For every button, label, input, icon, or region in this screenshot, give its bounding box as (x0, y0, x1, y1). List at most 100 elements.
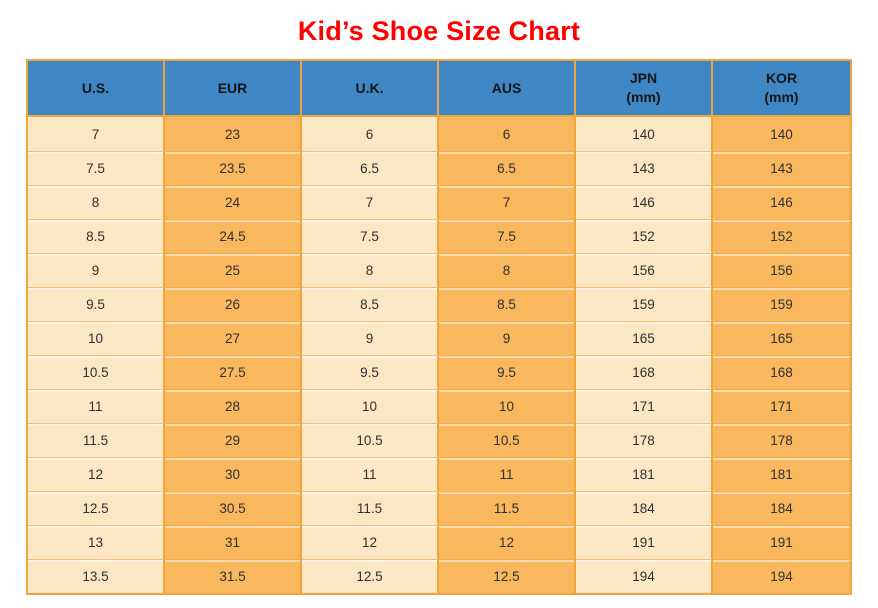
table-cell-aus: 10.5 (439, 423, 576, 457)
column-header-jpn: JPN (mm) (576, 61, 713, 117)
column-unit: (mm) (626, 89, 661, 105)
table-cell-kor: 143 (713, 151, 850, 185)
table-row: 12 30 11 11 181 181 (28, 457, 850, 491)
table-cell-us: 12 (28, 457, 165, 491)
table-cell-eur: 31.5 (165, 559, 302, 593)
table-cell-eur: 26 (165, 287, 302, 321)
page-title: Kid’s Shoe Size Chart (297, 16, 581, 46)
table-cell-kor: 194 (713, 559, 850, 593)
table-cell-kor: 171 (713, 389, 850, 423)
table-row: 9 25 8 8 156 156 (28, 253, 850, 287)
table-row: 11 28 10 10 171 171 (28, 389, 850, 423)
table-cell-uk: 7 (302, 185, 439, 219)
table-cell-us: 11 (28, 389, 165, 423)
table-cell-uk: 9 (302, 321, 439, 355)
table-cell-jpn: 146 (576, 185, 713, 219)
table-cell-jpn: 152 (576, 219, 713, 253)
table-cell-us: 8.5 (28, 219, 165, 253)
table-row: 8.5 24.5 7.5 7.5 152 152 (28, 219, 850, 253)
table-cell-eur: 30 (165, 457, 302, 491)
table-cell-jpn: 178 (576, 423, 713, 457)
column-unit: (mm) (764, 89, 799, 105)
table-cell-aus: 12.5 (439, 559, 576, 593)
column-label: EUR (217, 79, 248, 96)
table-cell-aus: 9 (439, 321, 576, 355)
column-label: AUS (491, 79, 522, 96)
table-cell-eur: 31 (165, 525, 302, 559)
table-row: 10.5 27.5 9.5 9.5 168 168 (28, 355, 850, 389)
table-cell-eur: 30.5 (165, 491, 302, 525)
table-cell-eur: 24 (165, 185, 302, 219)
table-cell-aus: 8 (439, 253, 576, 287)
table-cell-us: 9.5 (28, 287, 165, 321)
table-cell-eur: 24.5 (165, 219, 302, 253)
table-cell-uk: 8 (302, 253, 439, 287)
table-cell-aus: 9.5 (439, 355, 576, 389)
table-cell-uk: 11 (302, 457, 439, 491)
table-cell-us: 13 (28, 525, 165, 559)
table-row: 7 23 6 6 140 140 (28, 117, 850, 151)
table-cell-aus: 7 (439, 185, 576, 219)
table-cell-us: 9 (28, 253, 165, 287)
table-cell-uk: 12 (302, 525, 439, 559)
table-row: 8 24 7 7 146 146 (28, 185, 850, 219)
table-cell-jpn: 181 (576, 457, 713, 491)
table-cell-us: 8 (28, 185, 165, 219)
table-cell-us: 10.5 (28, 355, 165, 389)
table-cell-us: 13.5 (28, 559, 165, 593)
column-label: U.K. (355, 79, 384, 96)
table-cell-us: 7.5 (28, 151, 165, 185)
table-row: 13 31 12 12 191 191 (28, 525, 850, 559)
table-cell-aus: 6.5 (439, 151, 576, 185)
size-chart-table: U.S. EUR U.K. AUS JPN (mm) KOR (mm) 7 23 6 6 140 140… (26, 59, 852, 595)
table-cell-kor: 181 (713, 457, 850, 491)
table-row: 12.5 30.5 11.5 11.5 184 184 (28, 491, 850, 525)
table-body: 7 23 6 6 140 140 7.5 23.5 6.5 6.5 143 143 8 24 7 7 146 14… (28, 117, 850, 593)
table-cell-uk: 6 (302, 117, 439, 151)
table-cell-jpn: 168 (576, 355, 713, 389)
table-cell-aus: 7.5 (439, 219, 576, 253)
table-cell-eur: 27 (165, 321, 302, 355)
table-cell-us: 7 (28, 117, 165, 151)
page: Kid’s Shoe Size Chart U.S. EUR U.K. AUS JPN (… (0, 16, 878, 608)
table-cell-uk: 10 (302, 389, 439, 423)
table-row: 11.5 29 10.5 10.5 178 178 (28, 423, 850, 457)
table-cell-uk: 8.5 (302, 287, 439, 321)
table-cell-kor: 152 (713, 219, 850, 253)
table-row: 13.5 31.5 12.5 12.5 194 194 (28, 559, 850, 593)
table-row: 9.5 26 8.5 8.5 159 159 (28, 287, 850, 321)
table-cell-us: 10 (28, 321, 165, 355)
column-label: JPN (629, 70, 658, 87)
table-cell-uk: 6.5 (302, 151, 439, 185)
table-cell-kor: 140 (713, 117, 850, 151)
table-cell-kor: 165 (713, 321, 850, 355)
table-cell-eur: 23 (165, 117, 302, 151)
table-cell-eur: 28 (165, 389, 302, 423)
table-cell-kor: 168 (713, 355, 850, 389)
table-cell-eur: 27.5 (165, 355, 302, 389)
table-cell-kor: 191 (713, 525, 850, 559)
table-cell-us: 11.5 (28, 423, 165, 457)
table-cell-kor: 178 (713, 423, 850, 457)
table-cell-eur: 23.5 (165, 151, 302, 185)
table-cell-jpn: 171 (576, 389, 713, 423)
table-cell-jpn: 184 (576, 491, 713, 525)
column-label: U.S. (81, 79, 110, 96)
table-cell-uk: 10.5 (302, 423, 439, 457)
table-cell-uk: 7.5 (302, 219, 439, 253)
table-cell-aus: 6 (439, 117, 576, 151)
table-cell-uk: 12.5 (302, 559, 439, 593)
table-cell-aus: 11.5 (439, 491, 576, 525)
table-header: U.S. EUR U.K. AUS JPN (mm) KOR (mm) (28, 61, 850, 117)
table-cell-jpn: 143 (576, 151, 713, 185)
table-cell-uk: 11.5 (302, 491, 439, 525)
table-cell-uk: 9.5 (302, 355, 439, 389)
table-cell-jpn: 140 (576, 117, 713, 151)
column-header-kor: KOR (mm) (713, 61, 850, 117)
table-cell-jpn: 194 (576, 559, 713, 593)
table-cell-kor: 184 (713, 491, 850, 525)
column-header-eur: EUR (165, 61, 302, 117)
table-cell-jpn: 159 (576, 287, 713, 321)
table-cell-jpn: 165 (576, 321, 713, 355)
header-row: U.S. EUR U.K. AUS JPN (mm) KOR (mm) (28, 61, 850, 117)
